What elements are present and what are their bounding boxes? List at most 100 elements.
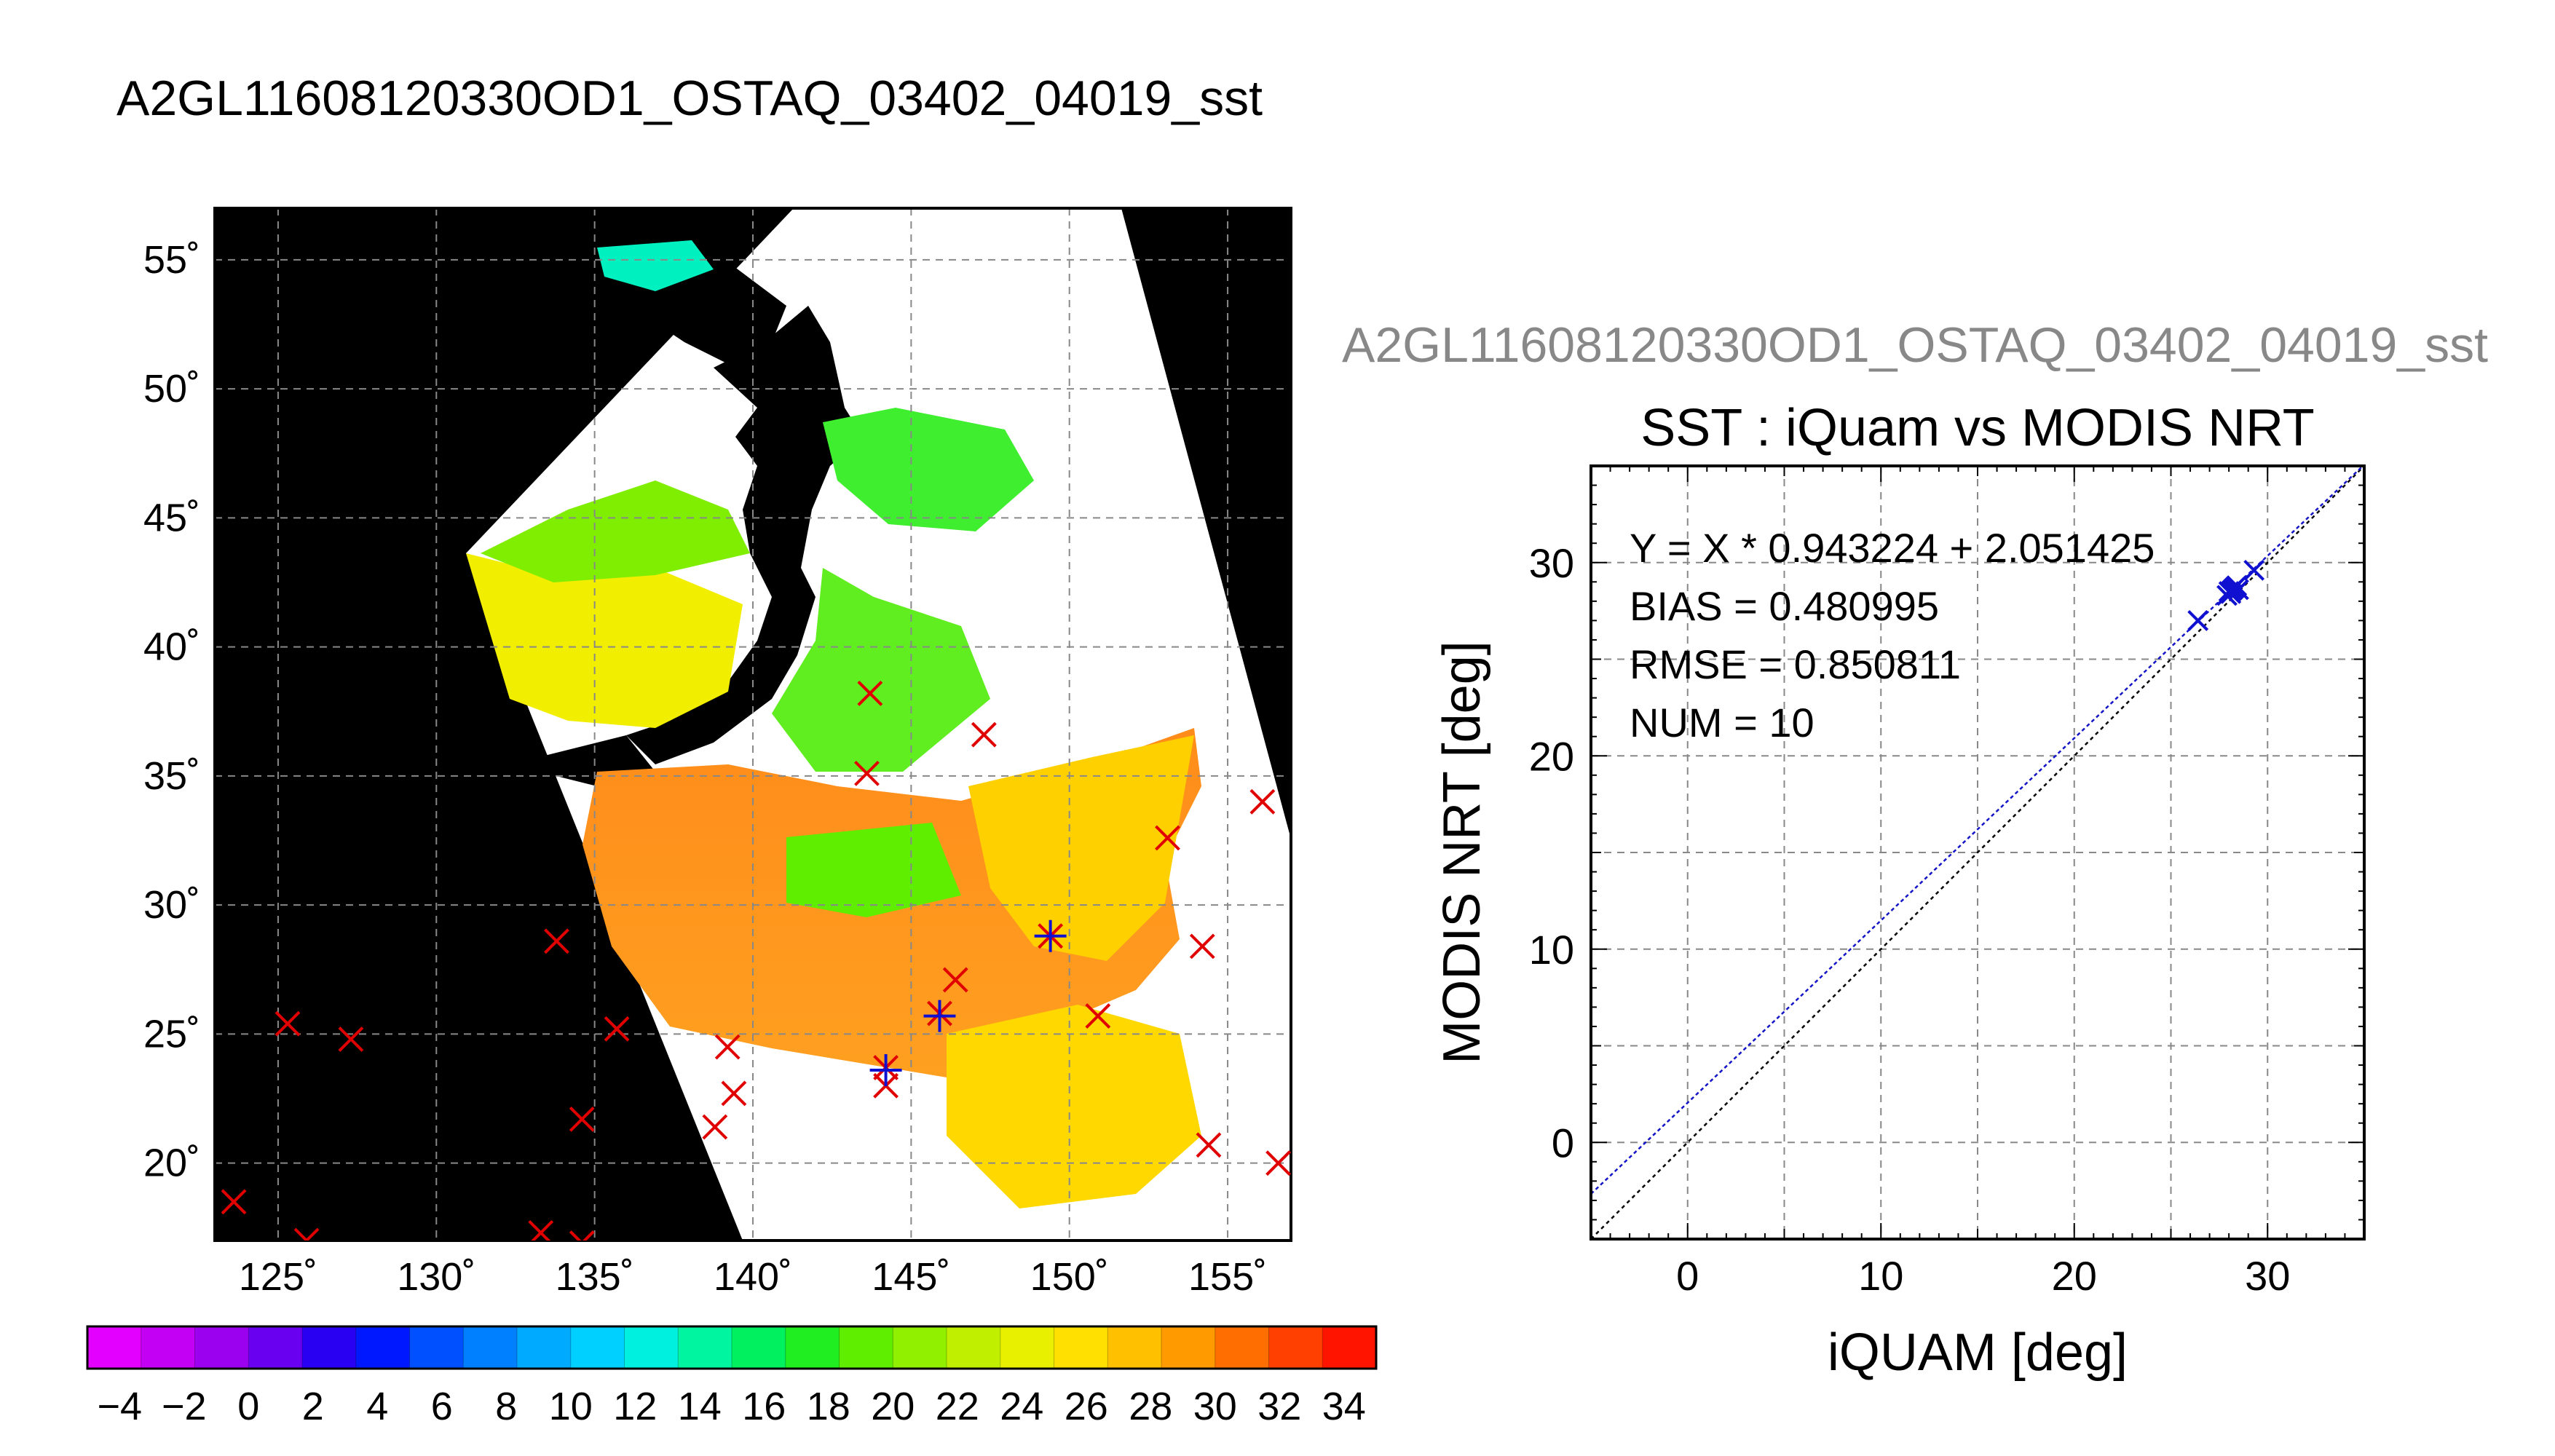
colorbar-segment	[1215, 1326, 1269, 1369]
scatter-y-tick-label: 10	[1529, 927, 1574, 973]
map-marker-red	[857, 681, 883, 706]
map-marker-red	[702, 1114, 728, 1140]
scatter-point	[2220, 581, 2242, 602]
colorbar-segment	[517, 1326, 572, 1369]
map-x-tick-label: 125˚	[239, 1255, 317, 1299]
sst-sea-of-japan	[481, 480, 750, 582]
map-marker-red	[338, 1026, 364, 1052]
map-marker-red	[304, 1227, 320, 1241]
colorbar-segment	[1107, 1326, 1162, 1369]
map-y-tick-label: 25˚	[143, 1012, 200, 1056]
map-y-tick-label: 40˚	[143, 625, 200, 669]
colorbar-segment	[785, 1326, 840, 1369]
map-y-tick-label: 50˚	[143, 367, 200, 411]
map-y-tick-label: 55˚	[143, 238, 200, 282]
colorbar-segment	[1268, 1326, 1323, 1369]
colorbar-tick-label: 2	[302, 1385, 324, 1428]
colorbar-tick-label: 34	[1322, 1385, 1366, 1428]
colorbar-tick-label: 32	[1257, 1385, 1301, 1428]
colorbar-segment	[463, 1326, 518, 1369]
colorbar-segment	[302, 1326, 357, 1369]
sst-scatter: SST : iQuam vs MODIS NRT 0 10 20 30 0 10 20 30 iQ…	[1433, 399, 2366, 1382]
map-y-tick-label: 20˚	[143, 1142, 200, 1185]
map-y-tick-label: 35˚	[143, 754, 200, 798]
sst-cold-patch	[597, 240, 714, 291]
scatter-x-axis-label: iQUAM [deg]	[1828, 1324, 2128, 1382]
scatter-stat-line: BIAS = 0.480995	[1630, 583, 1939, 629]
scatter-frame	[1590, 464, 2366, 1241]
right-panel-title: A2GL11608120330OD1_OSTAQ_03402_04019_sst	[1342, 317, 2488, 373]
colorbar-segment	[947, 1326, 1001, 1369]
map-marker-red	[1155, 825, 1180, 851]
colorbar-tick-label: 30	[1193, 1385, 1237, 1428]
map-marker-red	[275, 1010, 301, 1037]
map-x-tick-label: 135˚	[556, 1255, 634, 1299]
colorbar-segment	[248, 1326, 303, 1369]
colorbar-tick-label: −2	[162, 1385, 207, 1428]
sst-map: 125˚ 130˚ 135˚ 140˚ 145˚ 150˚ 155˚ 55˚ 50˚ 45˚ 40˚…	[143, 207, 1292, 1299]
map-marker-red	[714, 1034, 741, 1060]
scatter-stat-line: Y = X * 0.943224 + 2.051425	[1630, 525, 2155, 571]
colorbar-segment	[1054, 1326, 1108, 1369]
colorbar-tick-label: 6	[431, 1385, 453, 1428]
colorbar-segment	[732, 1326, 786, 1369]
colorbar-segment	[194, 1326, 249, 1369]
scatter-x-tick-label: 20	[2052, 1253, 2097, 1299]
scatter-stat-line: NUM = 10	[1630, 700, 1814, 745]
colorbar-tick-label: 20	[871, 1385, 915, 1428]
colorbar-segment	[87, 1326, 142, 1369]
map-marker-red	[293, 1227, 309, 1241]
colorbar-segment	[839, 1326, 893, 1369]
map-marker-layer	[221, 681, 1291, 1241]
scatter-stat-line: RMSE = 0.850811	[1630, 641, 1961, 687]
colorbar-frame	[86, 1325, 1378, 1370]
scatter-point	[2187, 609, 2209, 631]
scatter-x-tick-label: 10	[1858, 1253, 1903, 1299]
map-y-tick-label: 45˚	[143, 496, 200, 539]
scatter-lines	[1591, 466, 2364, 1239]
scatter-y-tick-label: 30	[1529, 540, 1574, 586]
map-y-tick-label: 30˚	[143, 883, 200, 927]
colorbar-tick-label: −4	[97, 1385, 142, 1428]
colorbar-segment	[1322, 1326, 1377, 1369]
map-marker-red	[1196, 1132, 1222, 1158]
colorbar-segment	[624, 1326, 679, 1369]
colorbar-tick-label: 0	[237, 1385, 259, 1428]
map-x-tick-label: 140˚	[714, 1255, 792, 1299]
map-x-tick-label: 130˚	[397, 1255, 475, 1299]
colorbar-segment	[409, 1326, 464, 1369]
map-marker-red	[1189, 933, 1215, 960]
land-japan	[626, 306, 863, 764]
map-marker-red	[721, 1080, 747, 1107]
map-marker-red	[1249, 788, 1276, 815]
sst-yellow-region-south	[947, 1005, 1201, 1208]
colorbar-segment	[1000, 1326, 1054, 1369]
map-x-tick-label: 145˚	[872, 1255, 950, 1299]
map-marker-red	[582, 1230, 595, 1241]
colorbar-tick-label: 22	[936, 1385, 979, 1428]
colorbar-tick-label: 16	[742, 1385, 786, 1428]
map-marker-red	[1265, 1150, 1291, 1176]
scatter-y-tick-label: 20	[1529, 733, 1574, 779]
map-marker-red	[604, 1016, 630, 1042]
colorbar-segment	[1161, 1326, 1216, 1369]
map-marker-red	[942, 967, 968, 993]
scatter-point	[2243, 559, 2265, 581]
map-marker-red	[569, 1106, 595, 1132]
map-marker-red	[971, 721, 997, 748]
map-x-tick-label: 155˚	[1188, 1255, 1267, 1299]
colorbar-segment	[678, 1326, 732, 1369]
map-marker-red	[221, 1189, 247, 1215]
sst-green-patch	[786, 823, 961, 917]
colorbar-tick-label: 10	[549, 1385, 593, 1428]
sst-okhotsk-green	[823, 408, 1034, 531]
map-marker-red	[531, 1219, 554, 1241]
map-marker-red	[544, 928, 569, 954]
colorbar-segment	[141, 1326, 195, 1369]
page-title: A2GL11608120330OD1_OSTAQ_03402_04019_sst	[117, 71, 1263, 126]
map-grid	[215, 208, 1291, 1241]
colorbar-tick-label: 28	[1129, 1385, 1172, 1428]
map-marker-red	[1085, 1003, 1111, 1029]
colorbar-tick-label: 12	[613, 1385, 657, 1428]
